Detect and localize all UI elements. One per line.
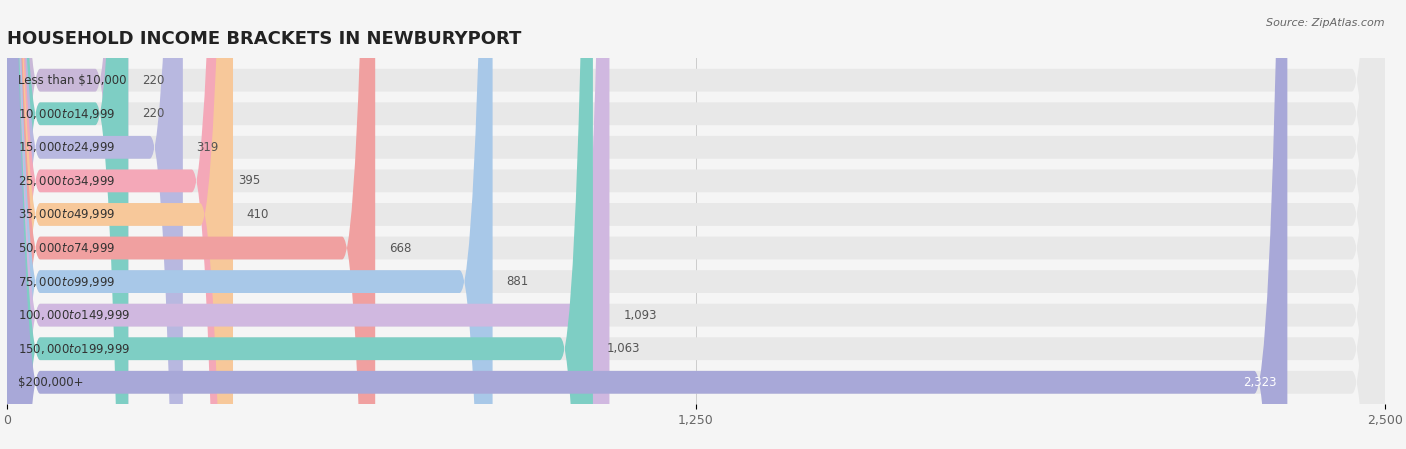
Text: $10,000 to $14,999: $10,000 to $14,999	[18, 107, 115, 121]
Text: $75,000 to $99,999: $75,000 to $99,999	[18, 275, 115, 289]
Text: 881: 881	[506, 275, 529, 288]
FancyBboxPatch shape	[7, 0, 225, 449]
Text: $35,000 to $49,999: $35,000 to $49,999	[18, 207, 115, 221]
FancyBboxPatch shape	[7, 0, 1385, 449]
FancyBboxPatch shape	[7, 0, 233, 449]
Text: 220: 220	[142, 107, 165, 120]
FancyBboxPatch shape	[7, 0, 1385, 449]
Text: $50,000 to $74,999: $50,000 to $74,999	[18, 241, 115, 255]
Text: 2,323: 2,323	[1243, 376, 1277, 389]
Text: 395: 395	[239, 174, 260, 187]
FancyBboxPatch shape	[7, 0, 1385, 449]
FancyBboxPatch shape	[7, 0, 609, 449]
Text: Source: ZipAtlas.com: Source: ZipAtlas.com	[1267, 18, 1385, 28]
FancyBboxPatch shape	[7, 0, 1385, 449]
FancyBboxPatch shape	[7, 0, 1385, 449]
FancyBboxPatch shape	[7, 0, 1385, 449]
Text: $15,000 to $24,999: $15,000 to $24,999	[18, 141, 115, 154]
Text: 1,093: 1,093	[623, 308, 657, 321]
Text: $200,000+: $200,000+	[18, 376, 83, 389]
Text: 319: 319	[197, 141, 219, 154]
Text: HOUSEHOLD INCOME BRACKETS IN NEWBURYPORT: HOUSEHOLD INCOME BRACKETS IN NEWBURYPORT	[7, 31, 522, 48]
FancyBboxPatch shape	[7, 0, 375, 449]
Text: $100,000 to $149,999: $100,000 to $149,999	[18, 308, 131, 322]
Text: Less than $10,000: Less than $10,000	[18, 74, 127, 87]
FancyBboxPatch shape	[7, 0, 128, 449]
Text: $150,000 to $199,999: $150,000 to $199,999	[18, 342, 131, 356]
FancyBboxPatch shape	[7, 0, 183, 449]
FancyBboxPatch shape	[7, 0, 1288, 449]
FancyBboxPatch shape	[7, 0, 1385, 449]
Text: 1,063: 1,063	[606, 342, 640, 355]
FancyBboxPatch shape	[7, 0, 1385, 449]
Text: 220: 220	[142, 74, 165, 87]
FancyBboxPatch shape	[7, 0, 1385, 449]
Text: 410: 410	[247, 208, 269, 221]
Text: 668: 668	[389, 242, 412, 255]
Text: $25,000 to $34,999: $25,000 to $34,999	[18, 174, 115, 188]
FancyBboxPatch shape	[7, 0, 593, 449]
FancyBboxPatch shape	[7, 0, 1385, 449]
FancyBboxPatch shape	[7, 0, 492, 449]
FancyBboxPatch shape	[7, 0, 128, 449]
